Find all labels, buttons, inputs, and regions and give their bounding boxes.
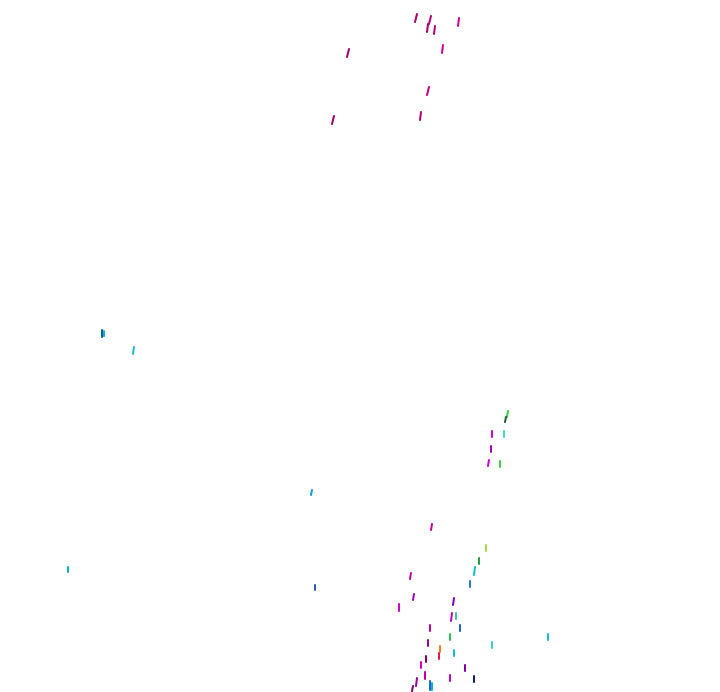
mark [428,15,432,25]
mark [411,685,414,692]
mark [473,566,476,576]
mark [412,593,415,601]
mark [450,612,453,622]
mark [452,597,455,606]
mark [487,459,490,467]
mark [441,44,444,54]
mark [310,489,313,496]
mark [331,115,335,125]
mark [433,25,436,35]
mark [409,572,412,580]
top-cluster [331,13,460,125]
mark [132,346,135,355]
mark [346,48,350,58]
mark [504,416,507,423]
mark [506,410,509,418]
mark [415,677,418,687]
mark [457,17,460,27]
mark [419,111,422,121]
left-cluster [67,329,316,591]
bottom-cluster [398,410,549,692]
mark [426,86,430,96]
mark [430,523,433,531]
mark [414,13,418,23]
mark [426,23,429,33]
